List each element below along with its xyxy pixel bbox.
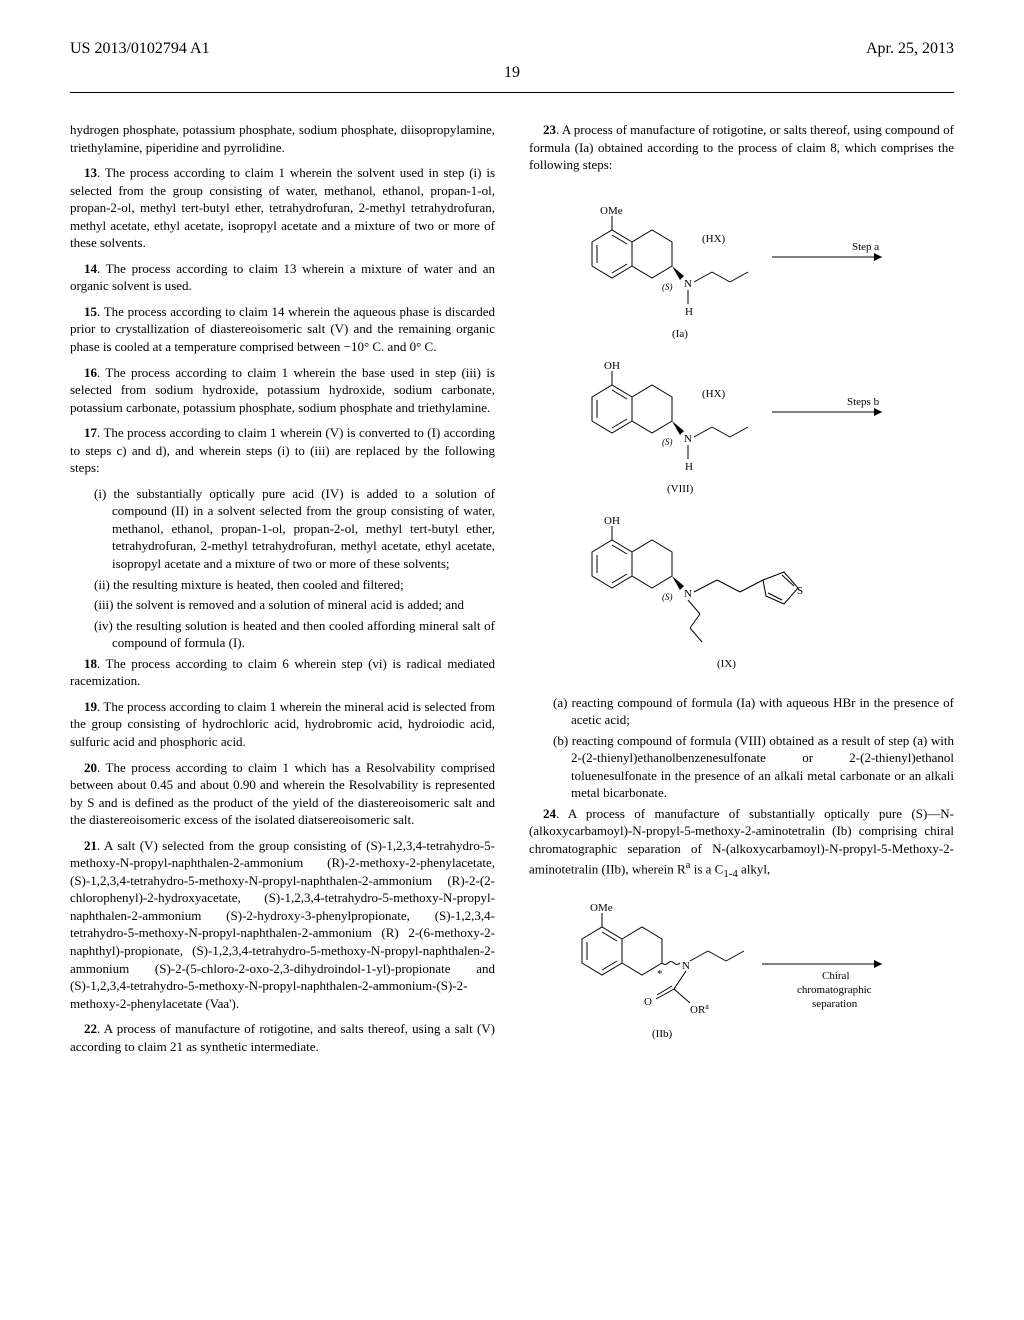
claim-22: 22. A process of manufacture of rotigoti… bbox=[70, 1020, 495, 1055]
claim-23-sublist: (a) reacting compound of formula (Ia) wi… bbox=[553, 694, 954, 802]
header-rule bbox=[70, 92, 954, 93]
claim-24: 24. A process of manufacture of substant… bbox=[529, 805, 954, 881]
page-number: 19 bbox=[70, 64, 954, 82]
svg-text:H: H bbox=[685, 461, 693, 473]
claim-13: 13. The process according to claim 1 whe… bbox=[70, 164, 495, 252]
svg-text:(S): (S) bbox=[662, 592, 673, 602]
svg-text:(S): (S) bbox=[662, 437, 673, 447]
claim-23-text: . A process of manufacture of rotigotine… bbox=[529, 122, 954, 172]
claim-20: 20. The process according to claim 1 whi… bbox=[70, 759, 495, 829]
claim-13-num: 13 bbox=[84, 165, 97, 180]
claim-17-text: . The process according to claim 1 where… bbox=[70, 425, 495, 475]
svg-text:OMe: OMe bbox=[590, 902, 613, 914]
svg-text:OH: OH bbox=[604, 515, 620, 527]
svg-text:(IX): (IX) bbox=[717, 658, 736, 670]
svg-text:(HX): (HX) bbox=[702, 388, 726, 400]
claim-17: 17. The process according to claim 1 whe… bbox=[70, 424, 495, 477]
svg-text:O: O bbox=[644, 996, 652, 1008]
claim-13-text: . The process according to claim 1 where… bbox=[70, 165, 495, 250]
claim-23-b: (b) reacting compound of formula (VIII) … bbox=[553, 732, 954, 802]
claim-21: 21. A salt (V) selected from the group c… bbox=[70, 837, 495, 1012]
svg-text:OH: OH bbox=[604, 360, 620, 372]
scheme-2: OMe * N bbox=[529, 889, 954, 1069]
svg-text:*: * bbox=[657, 968, 663, 980]
content-columns: hydrogen phosphate, potassium phosphate,… bbox=[70, 121, 954, 1081]
patent-number: US 2013/0102794 A1 bbox=[70, 40, 210, 58]
claim-15-text: . The process according to claim 14 wher… bbox=[70, 304, 495, 354]
claim-17-sublist: (i) the substantially optically pure aci… bbox=[94, 485, 495, 652]
svg-text:chromatographic: chromatographic bbox=[797, 984, 872, 996]
claim-20-num: 20 bbox=[84, 760, 97, 775]
claim-18: 18. The process according to claim 6 whe… bbox=[70, 655, 495, 690]
claim-16-num: 16 bbox=[84, 365, 97, 380]
claim-17-i: (i) the substantially optically pure aci… bbox=[94, 485, 495, 573]
svg-text:(IIb): (IIb) bbox=[652, 1028, 672, 1040]
claim-24-sub: 1-4 bbox=[723, 867, 737, 879]
claim-17-iii: (iii) the solvent is removed and a solut… bbox=[94, 596, 495, 614]
claim-14-text: . The process according to claim 13 wher… bbox=[70, 261, 495, 294]
claim-18-num: 18 bbox=[84, 656, 97, 671]
svg-text:(VIII): (VIII) bbox=[667, 483, 694, 495]
claim-17-ii: (ii) the resulting mixture is heated, th… bbox=[94, 576, 495, 594]
claim-21-text: . A salt (V) selected from the group con… bbox=[70, 838, 495, 1011]
svg-text:(Ia): (Ia) bbox=[672, 328, 688, 340]
claim-23-a: (a) reacting compound of formula (Ia) wi… bbox=[553, 694, 954, 729]
claim-18-text: . The process according to claim 6 where… bbox=[70, 656, 495, 689]
claim-17-num: 17 bbox=[84, 425, 97, 440]
claim-14: 14. The process according to claim 13 wh… bbox=[70, 260, 495, 295]
claim-19-num: 19 bbox=[84, 699, 97, 714]
claim-24-text-b: is a C bbox=[690, 861, 723, 876]
claim-23: 23. A process of manufacture of rotigoti… bbox=[529, 121, 954, 174]
scheme-1-svg: OMe N H (S) bbox=[542, 182, 942, 682]
scheme-1: OMe N H (S) bbox=[529, 182, 954, 682]
scheme-2-svg: OMe * N bbox=[542, 889, 942, 1069]
right-column: 23. A process of manufacture of rotigoti… bbox=[529, 121, 954, 1081]
svg-text:S: S bbox=[797, 585, 803, 597]
claim-23-num: 23 bbox=[543, 122, 556, 137]
svg-text:N: N bbox=[682, 960, 690, 972]
svg-text:Steps b: Steps b bbox=[847, 396, 880, 408]
date: Apr. 25, 2013 bbox=[866, 40, 954, 58]
left-column: hydrogen phosphate, potassium phosphate,… bbox=[70, 121, 495, 1081]
page: US 2013/0102794 A1 Apr. 25, 2013 19 hydr… bbox=[0, 0, 1024, 1320]
svg-text:OMe: OMe bbox=[600, 205, 623, 217]
svg-text:H: H bbox=[685, 306, 693, 318]
svg-text:N: N bbox=[684, 588, 692, 600]
claim-21-num: 21 bbox=[84, 838, 97, 853]
claim-17-iv: (iv) the resulting solution is heated an… bbox=[94, 617, 495, 652]
claim-22-num: 22 bbox=[84, 1021, 97, 1036]
svg-text:N: N bbox=[684, 433, 692, 445]
page-header: US 2013/0102794 A1 Apr. 25, 2013 bbox=[70, 40, 954, 58]
claim-15: 15. The process according to claim 14 wh… bbox=[70, 303, 495, 356]
claim-24-num: 24 bbox=[543, 806, 556, 821]
svg-text:(S): (S) bbox=[662, 282, 673, 292]
svg-text:N: N bbox=[684, 278, 692, 290]
claim-19-text: . The process according to claim 1 where… bbox=[70, 699, 495, 749]
left-intro: hydrogen phosphate, potassium phosphate,… bbox=[70, 121, 495, 156]
claim-15-num: 15 bbox=[84, 304, 97, 319]
claim-16: 16. The process according to claim 1 whe… bbox=[70, 364, 495, 417]
claim-24-text-c: alkyl, bbox=[738, 861, 771, 876]
claim-20-text: . The process according to claim 1 which… bbox=[70, 760, 495, 828]
svg-text:Step a: Step a bbox=[852, 241, 879, 253]
claim-14-num: 14 bbox=[84, 261, 97, 276]
svg-text:ORa: ORa bbox=[690, 1002, 709, 1017]
svg-text:(HX): (HX) bbox=[702, 233, 726, 245]
svg-text:separation: separation bbox=[812, 998, 858, 1010]
claim-19: 19. The process according to claim 1 whe… bbox=[70, 698, 495, 751]
claim-16-text: . The process according to claim 1 where… bbox=[70, 365, 495, 415]
svg-text:Chiral: Chiral bbox=[822, 970, 850, 982]
claim-22-text: . A process of manufacture of rotigotine… bbox=[70, 1021, 495, 1054]
